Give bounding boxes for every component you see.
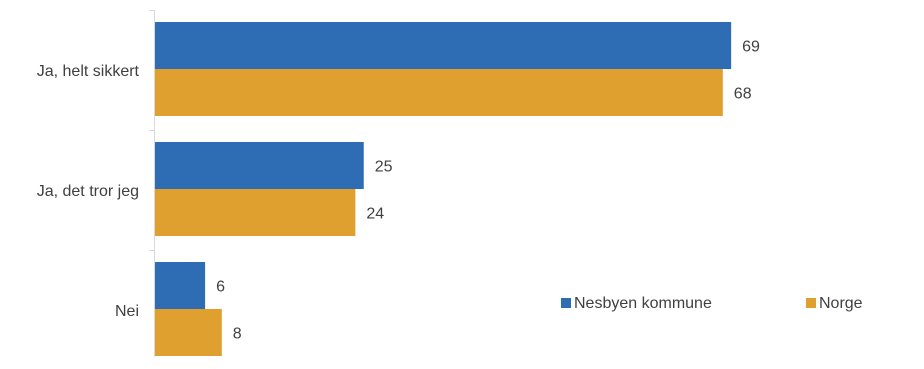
legend: Nesbyen kommune Norge — [561, 295, 863, 312]
y-axis-ticks: Ja, helt sikkert Ja, det tror jeg Nei — [37, 10, 155, 320]
bar-nesbyen — [155, 142, 364, 189]
bar-nesbyen — [155, 262, 206, 309]
bar-nesbyen — [155, 22, 732, 69]
data-label: 68 — [734, 86, 752, 103]
bar-norge — [155, 189, 356, 236]
category-label: Nei — [115, 303, 139, 320]
category-label: Ja, helt sikkert — [37, 63, 140, 80]
data-label: 69 — [742, 39, 760, 56]
data-label: 6 — [216, 279, 225, 296]
bar-norge — [155, 69, 723, 116]
legend-swatch — [561, 298, 571, 308]
legend-swatch — [806, 298, 816, 308]
bars-layer — [155, 22, 732, 356]
legend-label: Nesbyen kommune — [574, 295, 712, 312]
data-label: 24 — [366, 206, 384, 223]
data-label: 25 — [375, 159, 393, 176]
bar-norge — [155, 309, 222, 356]
data-label: 8 — [233, 326, 242, 343]
category-label: Ja, det tror jeg — [37, 183, 139, 200]
legend-label: Norge — [819, 295, 863, 312]
